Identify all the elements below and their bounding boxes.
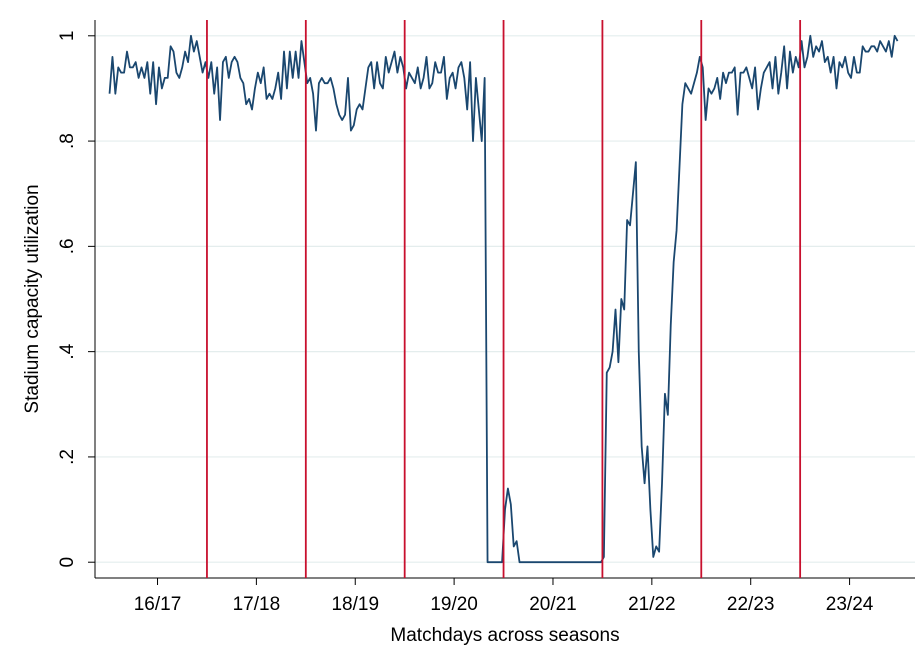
y-axis-title: Stadium capacity utilization bbox=[22, 184, 43, 413]
x-tick-label: 19/20 bbox=[430, 594, 478, 615]
y-tick-label: .6 bbox=[57, 238, 78, 254]
x-tick-label: 23/24 bbox=[826, 594, 874, 615]
x-axis-title: Matchdays across seasons bbox=[390, 625, 619, 646]
x-tick-label: 16/17 bbox=[134, 594, 182, 615]
y-tick-label: .8 bbox=[57, 133, 78, 149]
x-tick-label: 22/23 bbox=[727, 594, 775, 615]
y-tick-label: .4 bbox=[57, 343, 78, 359]
x-tick-label: 17/18 bbox=[233, 594, 281, 615]
x-tick-label: 21/22 bbox=[628, 594, 676, 615]
x-tick-label: 18/19 bbox=[331, 594, 379, 615]
y-tick-label: 1 bbox=[57, 31, 78, 42]
y-tick-label: 0 bbox=[57, 557, 78, 568]
x-tick-label: 20/21 bbox=[529, 594, 577, 615]
y-tick-label: .2 bbox=[57, 449, 78, 465]
